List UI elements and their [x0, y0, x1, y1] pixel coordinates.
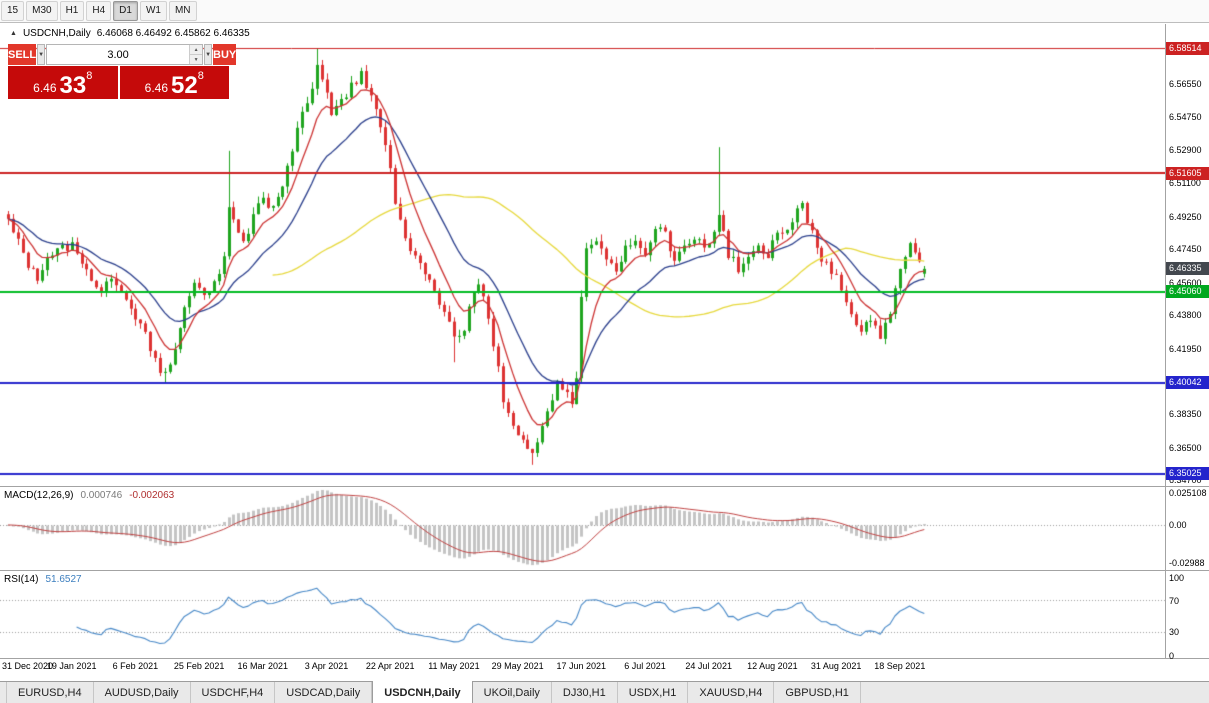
- price-tick-label: 6.45600: [1169, 277, 1202, 288]
- tab-usdcad-daily[interactable]: USDCAD,Daily: [275, 682, 373, 703]
- chart-ohlc-values: 6.46068 6.46492 6.45862 6.46335: [96, 28, 250, 39]
- buy-dropdown-caret-icon[interactable]: ▼: [204, 44, 213, 65]
- date-label: 6 Jul 2021: [624, 661, 666, 671]
- volume-increase-icon[interactable]: ▲: [190, 45, 203, 54]
- chart-title: ▲ USDCNH,Daily 6.46068 6.46492 6.45862 6…: [10, 28, 250, 39]
- price-badge: 6.35025: [1166, 467, 1209, 481]
- date-label: 29 May 2021: [491, 661, 544, 671]
- price-badge: 6.51605: [1166, 166, 1209, 180]
- sell-price-sup: 8: [86, 70, 93, 82]
- timeframe-button-h4[interactable]: H4: [86, 1, 112, 21]
- rsi-name: RSI(14): [4, 574, 39, 585]
- date-label: 3 Apr 2021: [304, 661, 349, 671]
- date-label: 22 Apr 2021: [365, 661, 415, 671]
- buy-price-sup: 8: [197, 70, 204, 82]
- timeframe-button-w1[interactable]: W1: [139, 1, 167, 21]
- buy-price-display[interactable]: 6.46 52 8: [119, 66, 229, 99]
- rsi-axis-label: 70: [1169, 595, 1180, 606]
- collapse-arrow-icon[interactable]: ▲: [10, 30, 17, 37]
- price-axis[interactable]: 6.56550 6.54750 6.52900 6.51100 6.49250 6.474…: [1166, 24, 1209, 676]
- buy-price-big: 52: [171, 72, 198, 99]
- macd-axis-label: -0.02988: [1169, 558, 1205, 569]
- price-tick-label: 6.49250: [1169, 211, 1202, 222]
- price-tick-label: 6.47450: [1169, 244, 1202, 255]
- date-label: 18 Sep 2021: [874, 661, 926, 671]
- price-tick-label: 6.51100: [1169, 178, 1201, 189]
- rsi-indicator-label: RSI(14) 51.6527: [4, 574, 82, 585]
- macd-signal-value: -0.002063: [129, 490, 175, 501]
- sell-button[interactable]: SELL: [8, 44, 37, 65]
- volume-decrease-icon[interactable]: ▼: [190, 54, 203, 64]
- tab-usdcnh-daily[interactable]: USDCNH,Daily: [372, 681, 473, 703]
- date-label: 31 Aug 2021: [810, 661, 862, 671]
- price-tick-label: 6.43800: [1169, 310, 1202, 321]
- price-tick-label: 6.54750: [1169, 111, 1202, 122]
- macd-axis-label: 0.025108: [1169, 488, 1207, 499]
- price-tick-label: 6.36500: [1169, 442, 1202, 453]
- chart-symbol-label: USDCNH,Daily: [22, 28, 91, 39]
- chart-tab-bar: EURUSD,H4 AUDUSD,Daily USDCHF,H4 USDCAD,Dai…: [0, 681, 1209, 703]
- trade-controls-row: SELL ▼ ▲ ▼ ▼ BUY: [8, 44, 237, 65]
- price-tick-label: 6.38350: [1169, 409, 1202, 420]
- tab-dj30-h1[interactable]: DJ30,H1: [552, 682, 618, 703]
- tab-ukoil-daily[interactable]: UKOil,Daily: [473, 682, 552, 703]
- macd-panel-canvas[interactable]: [0, 487, 1166, 570]
- trade-prices-row: 6.46 33 8 6.46 52 8: [8, 66, 229, 99]
- panel-separator: [0, 658, 1209, 659]
- price-badge: 6.40042: [1166, 376, 1209, 390]
- date-label: 24 Jul 2021: [685, 661, 732, 671]
- tab-usdx-h1[interactable]: USDX,H1: [618, 682, 689, 703]
- rsi-axis-label: 0: [1169, 650, 1175, 661]
- tab-xauusd-h4[interactable]: XAUUSD,H4: [688, 682, 775, 703]
- timeframe-toolbar: 15 M30 H1 H4 D1 W1 MN: [0, 0, 1209, 23]
- sell-price-display[interactable]: 6.46 33 8: [8, 66, 118, 99]
- volume-stepper: ▲ ▼: [189, 45, 203, 64]
- sell-dropdown-caret-icon[interactable]: ▼: [37, 44, 46, 65]
- rsi-panel-canvas[interactable]: [0, 571, 1166, 658]
- tab-audusd-daily[interactable]: AUDUSD,Daily: [94, 682, 191, 703]
- panel-separator[interactable]: [0, 486, 1209, 487]
- macd-axis-label: 0.00: [1169, 520, 1187, 531]
- macd-main-value: 0.000746: [80, 490, 123, 501]
- sell-price-big: 33: [59, 72, 87, 99]
- date-label: 6 Feb 2021: [112, 661, 159, 671]
- one-click-trading-panel: SELL ▼ ▲ ▼ ▼ BUY 6.46 33 8 6.46 52 8: [8, 44, 237, 99]
- date-label: 31 Dec 2020: [2, 661, 54, 671]
- date-label: 12 Aug 2021: [747, 661, 798, 671]
- volume-input[interactable]: [47, 45, 190, 64]
- date-axis[interactable]: 31 Dec 2020 19 Jan 2021 6 Feb 2021 25 Feb 2…: [0, 659, 1166, 675]
- date-label: 25 Feb 2021: [173, 661, 225, 671]
- price-badge: 6.46335: [1166, 262, 1209, 276]
- tab-eurusd-h4[interactable]: EURUSD,H4: [6, 682, 94, 703]
- price-badge: 6.45060: [1166, 285, 1209, 299]
- macd-indicator-label: MACD(12,26,9) 0.000746 -0.002063: [4, 490, 174, 501]
- timeframe-button-d1[interactable]: D1: [113, 1, 138, 21]
- price-tick-label: 6.41950: [1169, 343, 1202, 354]
- date-label: 16 Mar 2021: [237, 661, 289, 671]
- panel-separator[interactable]: [0, 570, 1209, 571]
- rsi-axis-label: 30: [1169, 627, 1180, 638]
- price-axis-separator: [1165, 24, 1166, 658]
- tab-gbpusd-h1[interactable]: GBPUSD,H1: [774, 682, 861, 703]
- price-tick-label: 6.52900: [1169, 145, 1202, 156]
- date-label: 17 Jun 2021: [556, 661, 607, 671]
- rsi-axis-label: 100: [1169, 572, 1185, 583]
- volume-field: ▲ ▼: [46, 44, 204, 65]
- tab-usdchf-h4[interactable]: USDCHF,H4: [191, 682, 276, 703]
- macd-name: MACD(12,26,9): [4, 490, 74, 501]
- date-label: 11 May 2021: [428, 661, 480, 671]
- buy-price-prefix: 6.46: [144, 81, 169, 95]
- sell-price-prefix: 6.46: [33, 81, 57, 95]
- buy-button[interactable]: BUY: [213, 44, 237, 65]
- price-tick-label: 6.56550: [1169, 79, 1202, 90]
- timeframe-button-mn[interactable]: MN: [168, 1, 197, 21]
- date-label: 19 Jan 2021: [46, 661, 97, 671]
- timeframe-button-h1[interactable]: H1: [59, 1, 85, 21]
- timeframe-button-m30[interactable]: M30: [26, 1, 58, 21]
- rsi-value: 51.6527: [45, 574, 82, 585]
- timeframe-button-15[interactable]: 15: [1, 1, 25, 21]
- price-badge: 6.58514: [1166, 41, 1209, 55]
- main-chart-canvas[interactable]: [0, 24, 1166, 486]
